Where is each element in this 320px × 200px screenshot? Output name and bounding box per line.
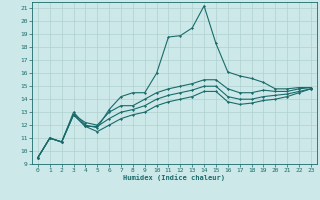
X-axis label: Humidex (Indice chaleur): Humidex (Indice chaleur) — [124, 175, 225, 181]
